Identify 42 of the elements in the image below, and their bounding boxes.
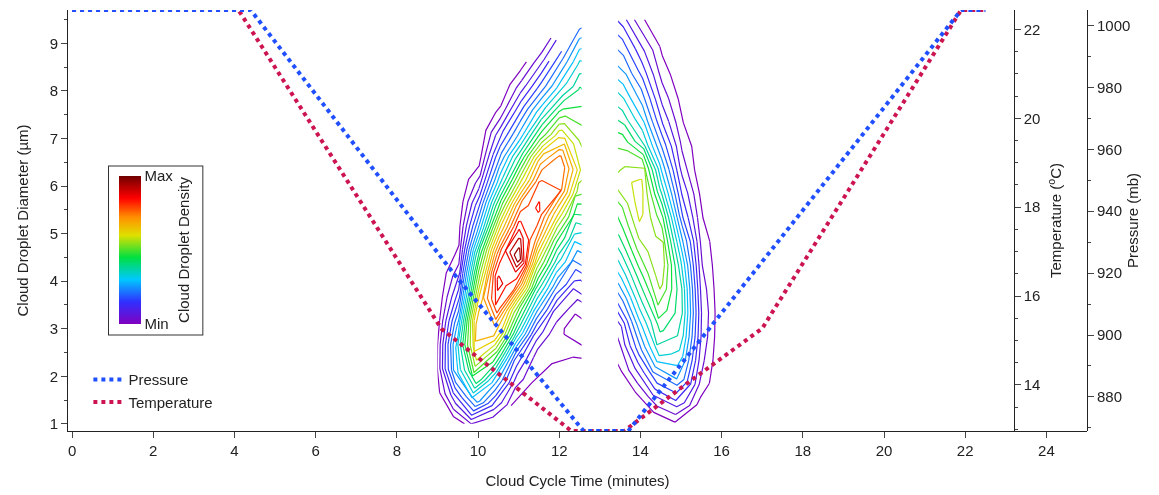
y3-tick-label: 1000 bbox=[1097, 16, 1131, 34]
y2-tick-label: 20 bbox=[1023, 109, 1041, 127]
y3-tick-label: 940 bbox=[1097, 202, 1123, 220]
x-tick-label: 18 bbox=[794, 442, 812, 459]
legend-label: Temperature bbox=[128, 393, 213, 411]
x-tick-label: 16 bbox=[713, 442, 730, 459]
x-tick-label: 6 bbox=[311, 442, 320, 459]
y2-tick-label: 14 bbox=[1023, 376, 1041, 394]
y2-tick-label: 18 bbox=[1023, 198, 1041, 216]
annotation: Max bbox=[144, 167, 174, 185]
y-tick-label: 8 bbox=[49, 82, 58, 100]
y3-tick-label: 920 bbox=[1097, 264, 1123, 282]
y-tick-label: 1 bbox=[49, 415, 58, 433]
x-tick-label: 4 bbox=[230, 442, 239, 459]
x-tick-label: 22 bbox=[956, 442, 974, 459]
x-tick-label: 0 bbox=[67, 442, 77, 459]
x-tick-label: 14 bbox=[632, 442, 649, 459]
y-tick-label: 2 bbox=[49, 367, 58, 385]
y3-tick-label: 900 bbox=[1097, 326, 1123, 344]
y-tick-label: 4 bbox=[49, 272, 58, 290]
y-axis-title: Cloud Droplet Diameter (µm) bbox=[14, 124, 31, 317]
y3-tick-label: 980 bbox=[1097, 78, 1123, 96]
x-tick-label: 10 bbox=[469, 442, 487, 459]
y2-tick-label: 22 bbox=[1023, 20, 1041, 38]
y3-axis-title: Pressure (mb) bbox=[1124, 172, 1142, 269]
annotation: Min bbox=[144, 315, 169, 333]
y-tick-label: 7 bbox=[49, 129, 58, 147]
legend-label: Pressure bbox=[128, 371, 189, 389]
x-axis-title: Cloud Cycle Time (minutes) bbox=[485, 472, 670, 489]
x-tick-label: 8 bbox=[392, 442, 402, 459]
x-tick-label: 24 bbox=[1038, 442, 1055, 459]
y-tick-label: 9 bbox=[49, 34, 58, 52]
y3-tick-label: 880 bbox=[1097, 388, 1123, 406]
x-tick-label: 20 bbox=[875, 442, 893, 459]
y3-tick-label: 960 bbox=[1097, 140, 1123, 158]
color-bar-title: Cloud Droplet Density bbox=[175, 176, 193, 323]
y-tick-label: 3 bbox=[49, 319, 58, 337]
y-tick-label: 6 bbox=[49, 177, 58, 195]
y-tick-label: 5 bbox=[49, 224, 58, 242]
x-tick-label: 12 bbox=[550, 442, 568, 459]
x-tick-label: 2 bbox=[149, 442, 158, 459]
y2-tick-label: 16 bbox=[1023, 287, 1041, 305]
